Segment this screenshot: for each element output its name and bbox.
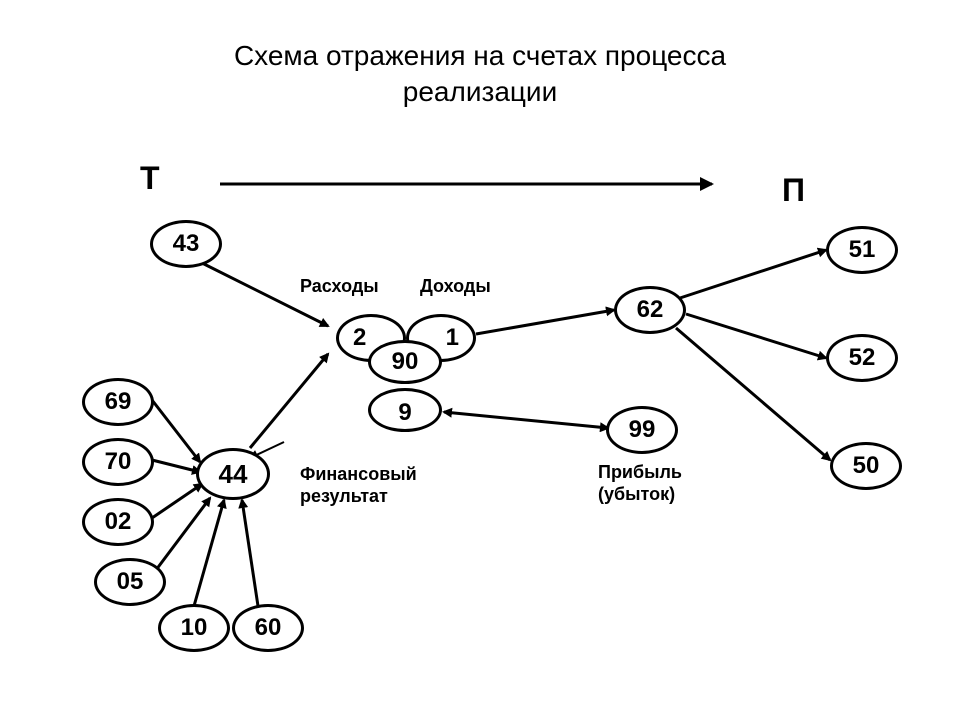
label-finresult-1: Финансовый <box>300 464 417 485</box>
label-finresult-2: результат <box>300 486 388 507</box>
node-60: 60 <box>232 604 304 652</box>
arrows-layer <box>0 0 960 720</box>
node-62: 62 <box>614 286 686 334</box>
node-44: 44 <box>196 448 270 500</box>
node-70: 70 <box>82 438 154 486</box>
label-income: Доходы <box>420 276 491 297</box>
label-expenses: Расходы <box>300 276 379 297</box>
label-profit-2: (убыток) <box>598 484 675 505</box>
node-51: 51 <box>826 226 898 274</box>
title-line1: Схема отражения на счетах процесса <box>0 40 960 72</box>
node-50: 50 <box>830 442 902 490</box>
node-sub90: 90 <box>368 340 442 384</box>
node-02: 02 <box>82 498 154 546</box>
title-line2: реализации <box>0 76 960 108</box>
node-69: 69 <box>82 378 154 426</box>
endpoint-t: Т <box>140 160 160 197</box>
node-99: 99 <box>606 406 678 454</box>
node-05: 05 <box>94 558 166 606</box>
node-43: 43 <box>150 220 222 268</box>
node-10: 10 <box>158 604 230 652</box>
node-52: 52 <box>826 334 898 382</box>
node-sub9: 9 <box>368 388 442 432</box>
endpoint-p: П <box>782 172 805 209</box>
label-profit-1: Прибыль <box>598 462 682 483</box>
